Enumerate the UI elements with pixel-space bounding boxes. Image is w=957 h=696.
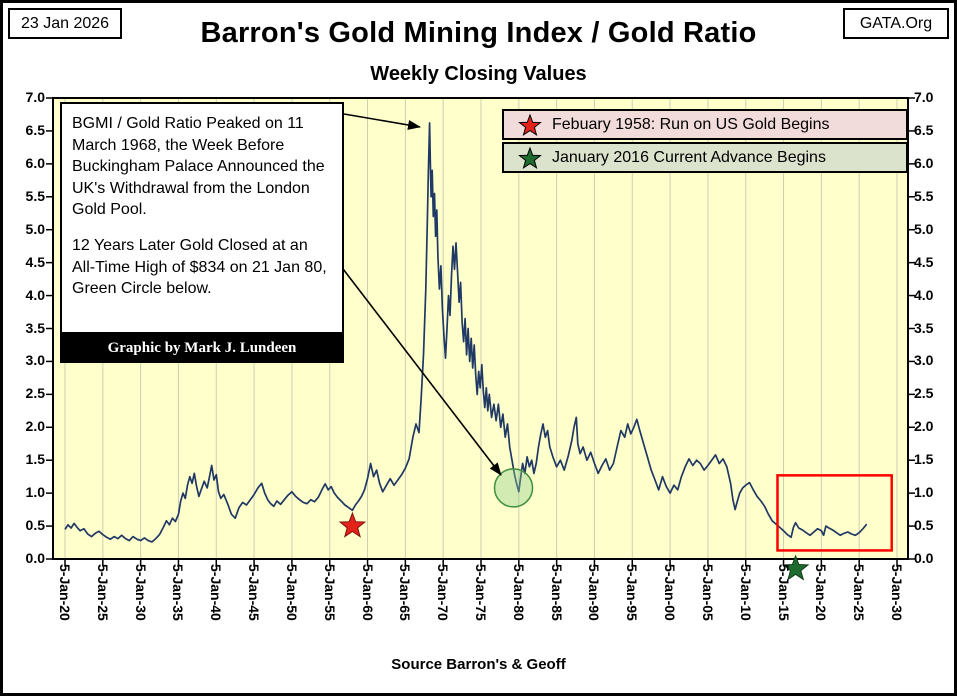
green-star-icon [518,146,542,169]
y-tick-label-right: 0.0 [914,550,934,566]
credit-bar: Graphic by Mark J. Lundeen [60,334,344,363]
x-tick-label: 5-Jan-60 [359,564,376,621]
x-tick-label: 5-Jan-05 [699,564,716,621]
annotation-note: BGMI / Gold Ratio Peaked on 11 March 196… [60,102,344,334]
source-label: Source Barron's & Geoff [391,656,566,673]
y-tick-label-right: 6.5 [914,121,934,138]
x-tick-label: 5-Jan-90 [586,564,603,621]
y-tick-label-right: 1.0 [914,484,934,501]
y-tick-label-right: 7.0 [914,89,934,105]
x-tick-label: 5-Jan-85 [548,564,565,621]
x-tick-label: 5-Jan-15 [775,564,792,621]
red-star-icon [518,113,542,136]
x-tick-label: 5-Jan-30 [889,564,905,621]
x-tick-label: 5-Jan-65 [397,564,414,621]
x-tick-label: 5-Jan-35 [170,564,187,621]
annotation-arrow-1 [343,113,421,130]
legend-item-1: Febuary 1958: Run on US Gold Begins [502,109,908,140]
x-tick-label: 5-Jan-20 [57,564,73,621]
y-tick-label-left: 5.5 [25,187,45,204]
y-tick-label-left: 4.0 [25,286,45,303]
date-box: 23 Jan 2026 [8,8,122,39]
chart-subtitle: Weekly Closing Values [370,63,587,85]
annotation-arrow-2 [339,264,502,476]
annotation-paragraph-2: 12 Years Later Gold Closed at an All-Tim… [72,236,327,298]
x-tick-label: 5-Jan-40 [208,564,225,621]
y-tick-label-left: 7.0 [25,89,45,105]
y-tick-label-right: 0.5 [914,517,934,534]
gata-org-label: GATA.Org [843,8,949,39]
x-tick-label: 5-Jan-50 [283,564,300,621]
y-tick-label-left: 3.0 [25,352,45,369]
y-tick-label-right: 5.5 [914,187,934,204]
y-tick-label-left: 6.5 [25,121,45,138]
y-tick-label-left: 2.0 [25,418,45,435]
chart-title: Barron's Gold Mining Index / Gold Ratio [200,17,757,49]
y-tick-label-right: 5.0 [914,220,934,237]
green-star-marker [781,554,810,581]
x-tick-label: 5-Jan-30 [132,564,149,621]
y-tick-label-left: 2.5 [25,385,45,402]
x-tick-label: 5-Jan-70 [435,564,452,621]
y-tick-label-right: 2.5 [914,385,934,402]
x-tick-label: 5-Jan-25 [851,564,868,621]
x-tick-label: 5-Jan-10 [737,564,754,621]
y-tick-label-right: 3.0 [914,352,934,369]
y-tick-label-left: 6.0 [25,154,45,171]
y-tick-label-left: 3.5 [25,319,45,336]
x-tick-label: 5-Jan-20 [813,564,830,621]
y-tick-label-left: 1.0 [25,484,45,501]
x-tick-label: 5-Jan-75 [473,564,489,621]
y-tick-label-right: 3.5 [914,319,934,336]
annotation-paragraph-1: BGMI / Gold Ratio Peaked on 11 March 196… [72,115,325,219]
legend-label: Febuary 1958: Run on US Gold Begins [552,115,830,133]
x-tick-label: 5-Jan-00 [662,564,679,621]
y-tick-label-left: 0.0 [25,550,45,566]
x-tick-label: 5-Jan-55 [321,564,338,621]
y-tick-label-right: 4.0 [914,286,934,303]
x-tick-label: 5-Jan-25 [94,564,111,621]
y-tick-label-left: 5.0 [25,220,45,237]
y-tick-label-right: 4.5 [914,253,934,270]
y-tick-label-right: 2.0 [914,418,934,435]
x-tick-label: 5-Jan-45 [246,564,263,621]
legend-label: January 2016 Current Advance Begins [552,148,826,166]
red-star-marker [338,511,367,538]
y-tick-label-right: 1.5 [914,451,934,468]
x-tick-label: 5-Jan-95 [624,564,641,621]
y-tick-label-left: 4.5 [25,253,45,270]
legend-item-2: January 2016 Current Advance Begins [502,142,908,173]
green-circle-marker [493,468,534,508]
recent-range-highlight-rect [776,474,893,552]
y-tick-label-left: 0.5 [25,517,45,534]
x-tick-label: 5-Jan-80 [510,564,527,621]
y-tick-label-left: 1.5 [25,451,45,468]
y-tick-label-right: 6.0 [914,154,934,171]
bgmi-gold-ratio-line [64,122,868,543]
